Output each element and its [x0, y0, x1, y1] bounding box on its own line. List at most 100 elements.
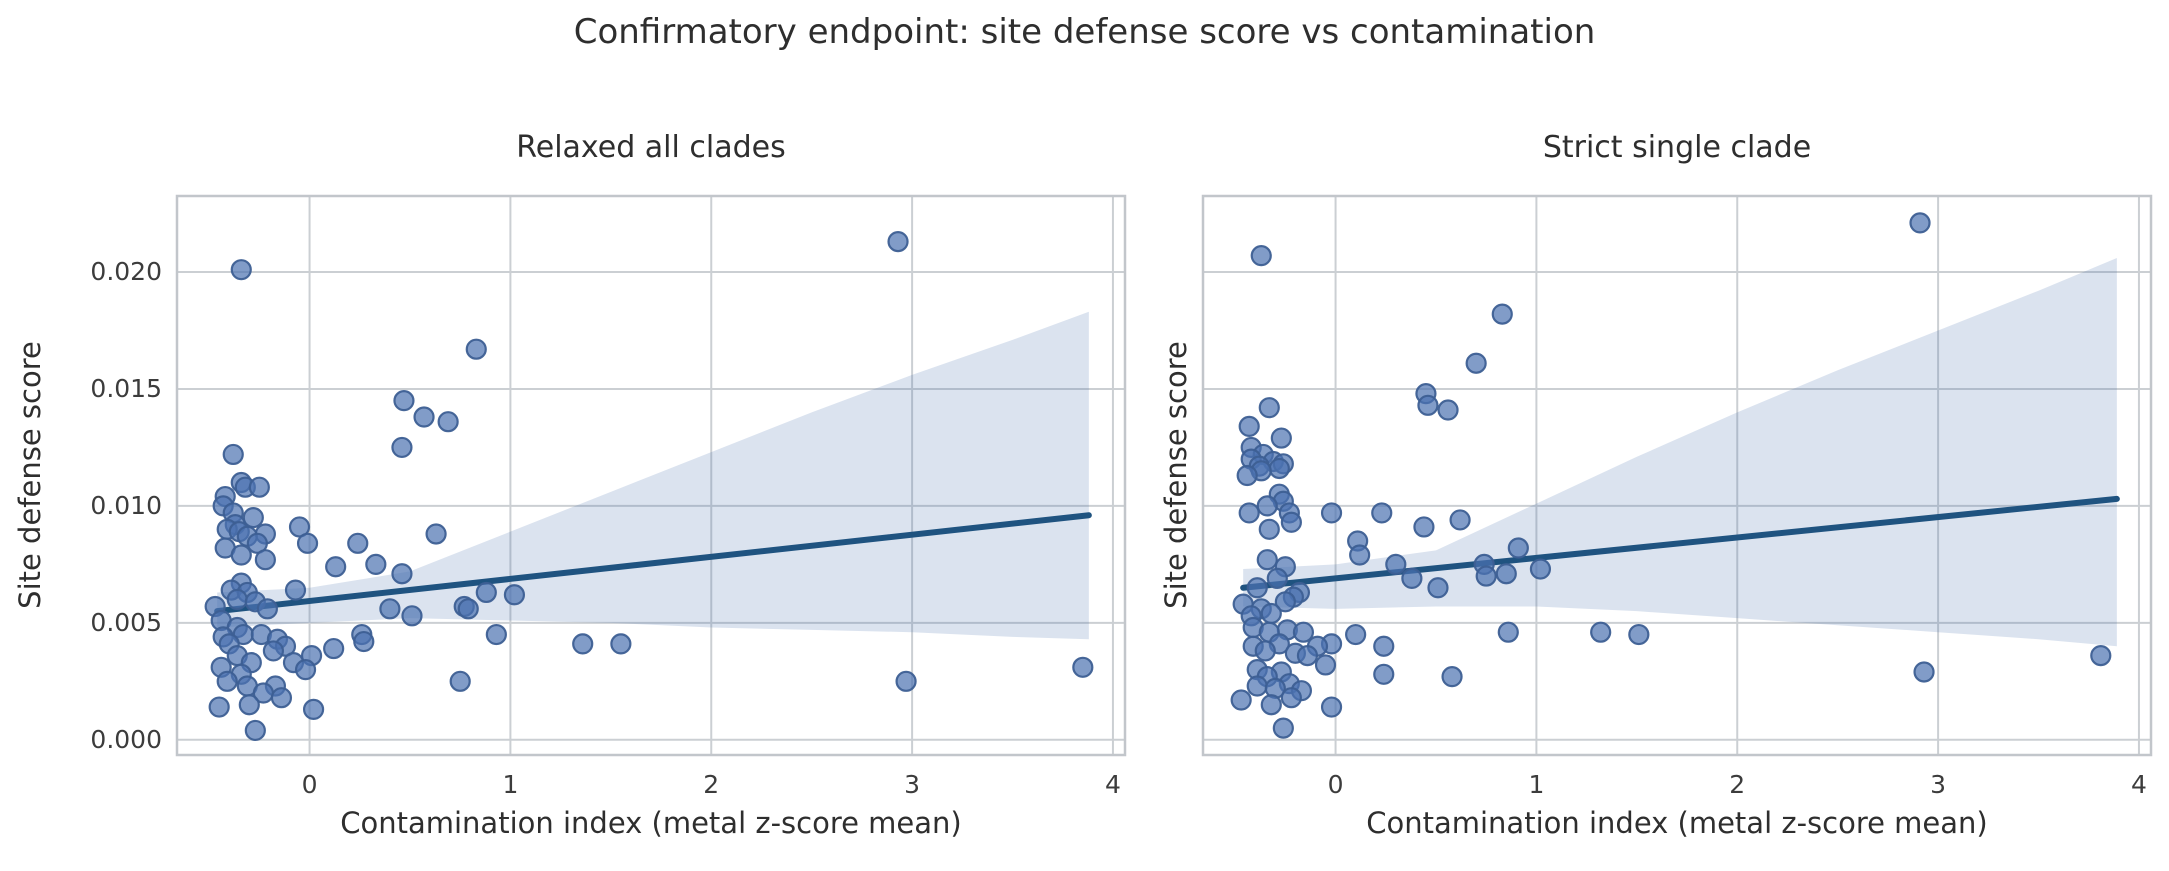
scatter-point	[475, 581, 497, 604]
x-tick-label: 3	[904, 770, 921, 799]
subplot-title-right: Strict single clade	[1542, 130, 1812, 165]
axes-border	[1201, 194, 2153, 757]
scatter-point	[238, 694, 260, 716]
scatter-point	[208, 696, 230, 718]
regression-line	[214, 512, 1092, 615]
x-tick-label: 0	[1327, 770, 1344, 799]
scatter-point	[1320, 502, 1343, 524]
scatter-point	[248, 476, 270, 498]
scatter-point	[465, 338, 487, 360]
scatter-point	[1230, 689, 1252, 711]
scatter-point	[353, 630, 375, 653]
scatter-point	[1246, 577, 1268, 599]
x-tick-label: 4	[2130, 770, 2147, 799]
scatter-point	[284, 579, 307, 601]
scatter-point	[1246, 675, 1268, 697]
scatter-point	[230, 544, 252, 566]
scatter-point	[1495, 563, 1517, 585]
scatter-point	[1909, 212, 1931, 234]
x-tick-label: 1	[502, 770, 519, 799]
scatter-point	[1349, 544, 1371, 566]
scatter-point	[323, 637, 345, 660]
scatter-point	[242, 507, 264, 529]
scatter-point	[222, 443, 244, 466]
scatter-point	[1314, 654, 1337, 676]
scatter-point	[262, 640, 285, 662]
scatter-point	[1258, 397, 1280, 419]
scatter-point	[895, 670, 917, 692]
scatter-point	[230, 259, 252, 281]
scatter-point	[572, 633, 594, 655]
subplot-title-left: Relaxed all clades	[516, 130, 786, 165]
scatter-point	[226, 588, 248, 611]
y-axis-label-right: Site defense score	[1159, 341, 1193, 609]
scatter-point	[1236, 464, 1258, 487]
x-axis-label-right: Contamination index (metal z-score mean)	[1366, 806, 1988, 840]
scatter-point	[1256, 495, 1278, 517]
scatter-point	[1274, 591, 1296, 613]
scatter-point	[1441, 666, 1463, 688]
scatter-point	[887, 231, 909, 253]
scatter-point	[270, 687, 293, 709]
scatter-point	[1371, 502, 1393, 524]
scatter-point	[1072, 656, 1094, 678]
scatter-point	[1272, 717, 1294, 739]
y-tick-label: 0.005	[90, 607, 162, 637]
scatter-point	[244, 719, 266, 742]
x-tick-label: 4	[1104, 770, 1121, 799]
x-tick-label: 3	[1930, 770, 1947, 799]
scatter-point	[1475, 565, 1497, 587]
scatter-point	[1465, 352, 1487, 374]
scatter-point	[256, 598, 278, 620]
y-tick-label: 0.010	[90, 490, 162, 520]
scatter-point	[365, 553, 387, 575]
scatter-point	[1260, 694, 1282, 716]
scatter-point	[1268, 457, 1290, 480]
scatter-point	[296, 532, 319, 554]
scatter-point	[401, 605, 423, 627]
scatter-point	[1427, 577, 1449, 599]
regression-line	[1240, 495, 2120, 591]
axes-border	[175, 194, 1127, 757]
scatter-point	[449, 670, 471, 692]
scatter-point	[503, 584, 526, 606]
scatter-point	[1497, 621, 1519, 643]
scatter-point	[1401, 567, 1423, 590]
x-tick-label: 0	[301, 770, 318, 799]
scatter-point	[1628, 623, 1650, 646]
scatter-point	[1270, 427, 1292, 449]
scatter-point	[294, 659, 317, 681]
scatter-point	[1292, 621, 1315, 643]
scatter-point	[1280, 511, 1302, 533]
y-tick-label: 0.020	[90, 257, 162, 286]
y-tick-label: 0.000	[90, 724, 162, 754]
scatter-point	[1254, 640, 1276, 662]
scatter-point	[1913, 661, 1935, 683]
scatter-point	[347, 532, 369, 554]
scatter-point	[1590, 621, 1612, 643]
scatter-point	[1345, 623, 1367, 646]
scatter-point	[1266, 567, 1288, 590]
scatter-point	[393, 390, 415, 412]
scatter-point	[391, 436, 413, 459]
scatter-point	[425, 523, 447, 545]
scatter-point	[1250, 245, 1272, 267]
scatter-point	[302, 698, 325, 720]
scatter-point	[1256, 549, 1278, 571]
scatter-point	[610, 633, 632, 655]
scatter-point	[216, 670, 238, 692]
scatter-point	[1437, 399, 1459, 421]
y-tick-label: 0.015	[90, 373, 162, 403]
confidence-band	[217, 311, 1089, 640]
scatter-point	[1260, 602, 1282, 625]
scatter-point	[254, 549, 276, 571]
scatter-point	[1258, 518, 1280, 540]
scatter-point	[1507, 537, 1529, 559]
scatter-point	[1491, 303, 1513, 325]
scatter-point	[391, 563, 413, 585]
scatter-point	[1280, 687, 1302, 709]
scatter-point	[457, 598, 479, 620]
x-tick-label: 2	[703, 770, 720, 799]
